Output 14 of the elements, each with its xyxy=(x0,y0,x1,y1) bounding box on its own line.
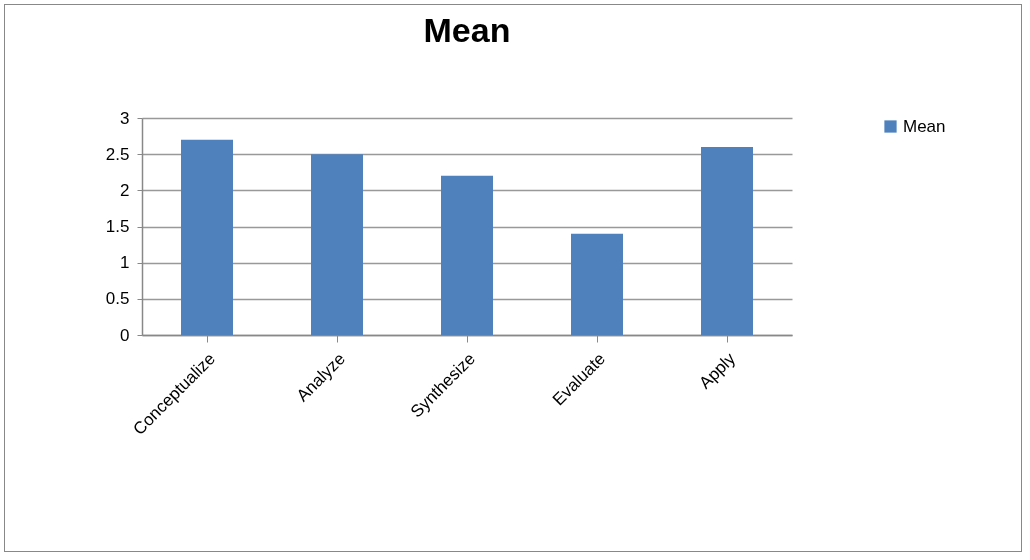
y-tick-label: 3 xyxy=(120,108,130,128)
y-tick-label: 0.5 xyxy=(105,289,130,309)
y-tick-label: 1.5 xyxy=(105,217,130,236)
chart-title: Mean xyxy=(423,11,511,49)
y-tick-label: 2 xyxy=(120,180,130,200)
bar xyxy=(441,175,493,335)
y-tick-label: 2.5 xyxy=(105,144,130,164)
bar xyxy=(701,146,753,335)
bar xyxy=(181,139,233,335)
y-tick-label: 1 xyxy=(120,253,130,273)
y-tick-label: 0 xyxy=(120,325,130,345)
legend-label: Mean xyxy=(903,116,946,136)
bar xyxy=(571,233,623,335)
bar xyxy=(311,154,363,335)
